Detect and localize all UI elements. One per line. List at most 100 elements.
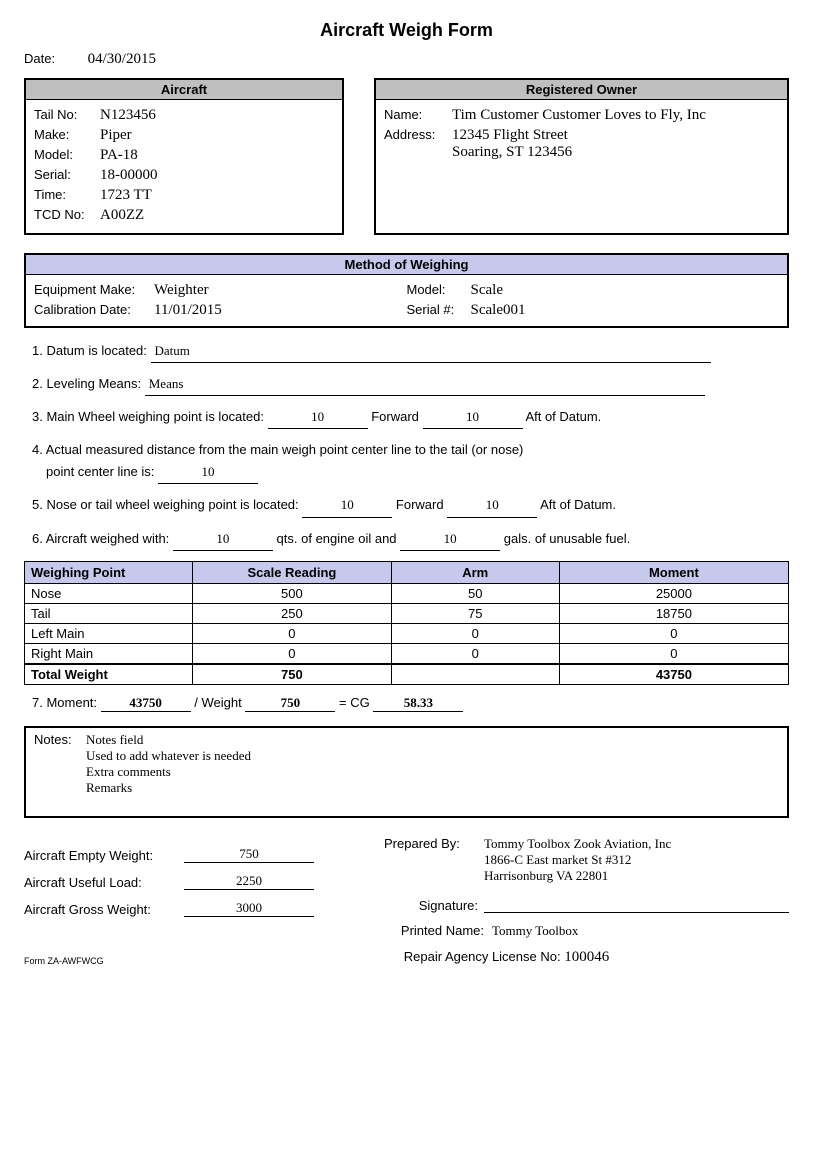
cg-prefix: 7. Moment: [32,695,97,710]
empty-weight-label: Aircraft Empty Weight: [24,848,184,863]
method-header: Method of Weighing [26,255,787,275]
row-arm: 50 [391,583,559,603]
q3-aft-label: Aft of Datum. [525,409,601,424]
model-value: PA-18 [100,147,334,164]
serial-value: 18-00000 [100,167,334,184]
q4-line2-prefix: point center line is: [46,464,154,479]
method-serial-label: Serial #: [407,302,471,319]
license-value: 100046 [564,949,609,965]
row-arm: 0 [391,643,559,664]
aircraft-header: Aircraft [26,80,342,100]
total-moment: 43750 [559,664,788,685]
notes-box: Notes: Notes field Used to add whatever … [24,726,789,818]
q6-oil-value: 10 [173,528,273,551]
q2: 2. Leveling Means: Means [24,373,789,396]
q2-label: 2. Leveling Means: [32,376,141,391]
owner-address-label: Address: [384,127,452,161]
method-model-label: Model: [407,282,471,299]
gross-weight-label: Aircraft Gross Weight: [24,902,184,917]
row-moment: 0 [559,643,788,664]
table-row: Right Main 0 0 0 [25,643,789,664]
method-serial-value: Scale001 [471,302,780,319]
q1-label: 1. Datum is located: [32,343,147,358]
row-arm: 0 [391,623,559,643]
q3-fwd-label: Forward [371,409,419,424]
q6-fuel-label: gals. of unusable fuel. [504,531,630,546]
q6: 6. Aircraft weighed with: 10 qts. of eng… [24,528,789,551]
date-row: Date: 04/30/2015 [24,51,789,68]
q6-fuel-value: 10 [400,528,500,551]
q3-fwd-value: 10 [268,406,368,429]
license-label: Repair Agency License No: [404,949,561,964]
q4-line1: 4. Actual measured distance from the mai… [32,439,781,461]
q2-value: Means [145,373,705,396]
total-scale: 750 [193,664,392,685]
row-point: Nose [25,583,193,603]
table-row: Nose 500 50 25000 [25,583,789,603]
row-point: Left Main [25,623,193,643]
date-value: 04/30/2015 [88,51,156,67]
cg-value: 58.33 [373,695,463,712]
q3-aft-value: 10 [423,406,523,429]
row-arm: 75 [391,603,559,623]
q5-fwd-value: 10 [302,494,392,517]
notes-text: Notes field Used to add whatever is need… [86,732,779,796]
signature-line [484,899,789,913]
th-moment: Moment [559,561,788,583]
q6-oil-label: qts. of engine oil and [277,531,397,546]
time-label: Time: [34,187,100,204]
total-arm [391,664,559,685]
table-total-row: Total Weight 750 43750 [25,664,789,685]
date-label: Date: [24,51,84,66]
q4-value: 10 [158,461,258,484]
row-point: Right Main [25,643,193,664]
empty-weight-value: 750 [184,846,314,863]
useful-load-label: Aircraft Useful Load: [24,875,184,890]
printed-name-value: Tommy Toolbox [492,923,578,939]
model-label: Model: [34,147,100,164]
cg-line: 7. Moment: 43750 / Weight 750 = CG 58.33 [24,695,789,712]
row-scale: 0 [193,623,392,643]
table-row: Left Main 0 0 0 [25,623,789,643]
q5-prefix: 5. Nose or tail wheel weighing point is … [32,497,299,512]
tail-no-value: N123456 [100,107,334,124]
time-value: 1723 TT [100,187,334,204]
th-arm: Arm [391,561,559,583]
tcd-value: A00ZZ [100,207,334,224]
row-moment: 25000 [559,583,788,603]
useful-load-value: 2250 [184,873,314,890]
q5-fwd-label: Forward [396,497,444,512]
q1: 1. Datum is located: Datum [24,340,789,363]
q5-aft-value: 10 [447,494,537,517]
cg-moment: 43750 [101,695,191,712]
q3-prefix: 3. Main Wheel weighing point is located: [32,409,264,424]
serial-label: Serial: [34,167,100,184]
prepared-by-label: Prepared By: [384,836,484,884]
total-label: Total Weight [25,664,193,685]
owner-header: Registered Owner [376,80,787,100]
weigh-table: Weighing Point Scale Reading Arm Moment … [24,561,789,685]
method-box: Method of Weighing Equipment Make:Weight… [24,253,789,328]
tcd-label: TCD No: [34,207,100,224]
make-value: Piper [100,127,334,144]
q1-value: Datum [151,340,711,363]
q5: 5. Nose or tail wheel weighing point is … [24,494,789,517]
row-moment: 0 [559,623,788,643]
th-point: Weighing Point [25,561,193,583]
q6-prefix: 6. Aircraft weighed with: [32,531,169,546]
q3: 3. Main Wheel weighing point is located:… [24,406,789,429]
cal-date-value: 11/01/2015 [154,302,407,319]
gross-weight-value: 3000 [184,900,314,917]
cg-weight: 750 [245,695,335,712]
prepared-by-value: Tommy Toolbox Zook Aviation, Inc 1866-C … [484,836,789,884]
owner-name-value: Tim Customer Customer Loves to Fly, Inc [452,107,779,124]
printed-name-label: Printed Name: [384,923,492,939]
notes-label: Notes: [34,732,86,796]
equip-make-label: Equipment Make: [34,282,154,299]
cg-div-label: / Weight [194,695,241,710]
cg-eq-label: = CG [339,695,370,710]
q5-aft-label: Aft of Datum. [540,497,616,512]
owner-name-label: Name: [384,107,452,124]
cal-date-label: Calibration Date: [34,302,154,319]
table-row: Tail 250 75 18750 [25,603,789,623]
